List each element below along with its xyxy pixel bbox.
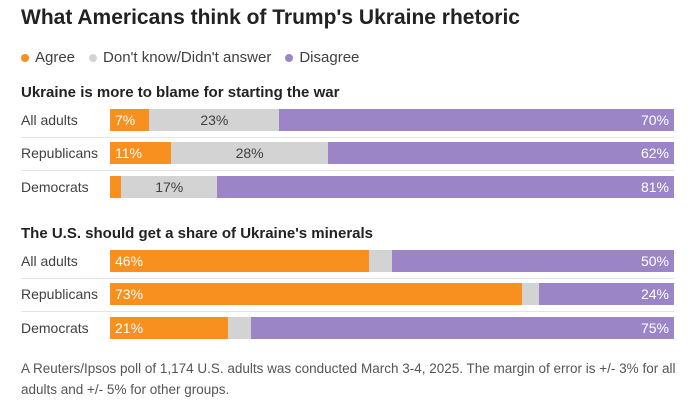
data-label: 62%: [640, 145, 669, 161]
data-label: 50%: [640, 253, 669, 269]
bar-segment-disagree: 70%: [279, 109, 674, 131]
stacked-bar: 17% 81%: [110, 176, 674, 198]
chart-title: What Americans think of Trump's Ukraine …: [21, 6, 520, 29]
bar-segment-disagree: 81%: [217, 176, 674, 198]
legend-swatch: [21, 53, 29, 62]
source-note: A Reuters/Ipsos poll of 1,174 U.S. adult…: [21, 361, 676, 397]
bar-segment-agree: 46%: [110, 250, 370, 272]
row-label: Democrats: [21, 320, 89, 336]
bar-segment-don-t-know-didn-t-answer: [369, 250, 392, 272]
data-label: 70%: [640, 112, 669, 128]
bar-segment-disagree: 50%: [391, 250, 674, 272]
data-label: 11%: [115, 145, 142, 161]
bar-segment-don-t-know-didn-t-answer: [228, 317, 251, 339]
data-label: 46%: [115, 253, 144, 269]
row-label: All adults: [21, 253, 78, 269]
legend: Agree Don't know/Didn't answer Disagree: [21, 49, 359, 66]
legend-item: Don't know/Didn't answer: [89, 49, 271, 66]
row-divider: [21, 137, 674, 138]
bar-segment-don-t-know-didn-t-answer: 23%: [149, 109, 280, 131]
panel-title: The U.S. should get a share of Ukraine's…: [21, 225, 374, 242]
legend-swatch: [89, 53, 98, 62]
bar-segment-don-t-know-didn-t-answer: [521, 283, 539, 305]
bar-segment-disagree: 24%: [538, 283, 674, 305]
legend-label: Agree: [35, 49, 76, 66]
bar-segment-agree: 73%: [110, 283, 522, 305]
data-label: 7%: [115, 112, 136, 128]
stacked-bar: 7% 23% 70%: [110, 109, 674, 131]
bar-segment-disagree: 62%: [327, 142, 674, 164]
bar-segment-agree: 21%: [110, 317, 229, 339]
bar-segment-don-t-know-didn-t-answer: 17%: [121, 176, 218, 198]
stacked-bar: 46% 50%: [110, 250, 674, 272]
legend-swatch: [285, 53, 294, 62]
panel-title: Ukraine is more to blame for starting th…: [21, 84, 340, 101]
legend-item: Disagree: [285, 49, 359, 66]
bar-segment-agree: 11%: [110, 142, 172, 164]
data-label: 21%: [115, 320, 144, 336]
bar-segment-agree: [110, 176, 122, 198]
row-divider: [21, 278, 674, 279]
legend-label: Don't know/Didn't answer: [103, 49, 272, 66]
row-divider: [21, 170, 674, 171]
data-label: 17%: [155, 179, 184, 195]
data-label: 73%: [115, 286, 144, 302]
row-divider: [21, 311, 674, 312]
stacked-bar: 21% 75%: [110, 317, 674, 339]
legend-item: Agree: [21, 49, 75, 66]
data-label: 81%: [640, 179, 669, 195]
bar-segment-agree: 7%: [110, 109, 150, 131]
row-label: Republicans: [21, 286, 99, 302]
legend-label: Disagree: [299, 49, 360, 66]
data-label: 24%: [640, 286, 669, 302]
stacked-bar: 11% 28% 62%: [110, 142, 674, 164]
data-label: 23%: [200, 112, 229, 128]
row-label: Democrats: [21, 179, 89, 195]
bar-segment-don-t-know-didn-t-answer: 28%: [171, 142, 328, 164]
row-label: Republicans: [21, 145, 99, 161]
data-label: 75%: [640, 320, 669, 336]
bar-segment-disagree: 75%: [250, 317, 674, 339]
data-label: 28%: [235, 145, 264, 161]
stacked-bar: 73% 24%: [110, 283, 674, 305]
row-label: All adults: [21, 112, 78, 128]
